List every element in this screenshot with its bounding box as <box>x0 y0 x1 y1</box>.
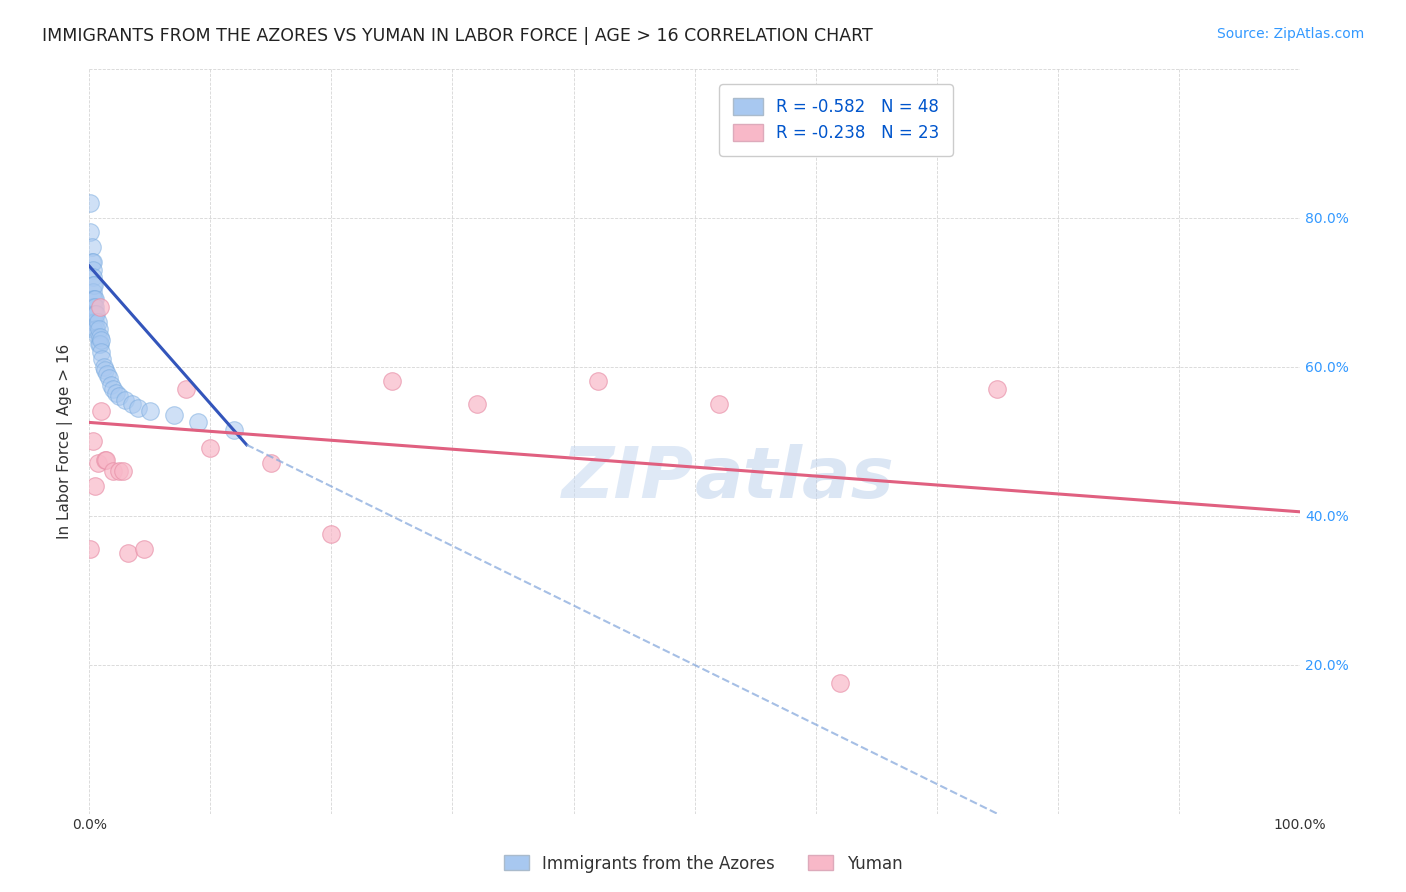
Point <box>90 334 112 348</box>
Point <box>93 359 115 374</box>
Point <box>79 195 101 210</box>
Point <box>707 397 730 411</box>
Point <box>87 322 110 336</box>
Point <box>163 408 186 422</box>
Point <box>103 464 125 478</box>
Point <box>82 255 104 269</box>
Point <box>82 315 104 329</box>
Point <box>187 416 209 430</box>
Point <box>90 404 112 418</box>
Point <box>138 404 160 418</box>
Point <box>260 456 283 470</box>
Point <box>465 397 488 411</box>
Point <box>80 255 103 269</box>
Point <box>83 277 105 292</box>
Point <box>321 527 343 541</box>
Point <box>224 423 246 437</box>
Legend: Immigrants from the Azores, Yuman: Immigrants from the Azores, Yuman <box>498 848 908 880</box>
Point <box>86 456 108 470</box>
Legend: R = -0.582   N = 48, R = -0.238   N = 23: R = -0.582 N = 48, R = -0.238 N = 23 <box>720 85 953 155</box>
Point <box>86 322 108 336</box>
Point <box>112 464 135 478</box>
Point <box>86 307 108 321</box>
Point <box>84 300 107 314</box>
Point <box>103 382 125 396</box>
Point <box>108 389 131 403</box>
Point <box>108 464 131 478</box>
Point <box>84 293 107 307</box>
Point <box>132 542 155 557</box>
Point <box>84 307 107 321</box>
Point <box>174 382 197 396</box>
Point <box>82 262 104 277</box>
Point <box>86 329 108 343</box>
Point <box>94 452 117 467</box>
Point <box>97 370 120 384</box>
Point <box>82 277 104 292</box>
Point <box>89 329 111 343</box>
Point <box>82 322 104 336</box>
Point <box>100 378 122 392</box>
Point <box>80 240 103 254</box>
Point <box>121 397 143 411</box>
Text: ZIP: ZIP <box>562 444 695 513</box>
Point <box>86 315 108 329</box>
Point <box>83 300 105 314</box>
Point <box>117 546 139 560</box>
Point <box>104 385 127 400</box>
Point <box>114 392 136 407</box>
Point <box>82 434 104 448</box>
Point <box>828 676 851 690</box>
Point <box>84 479 107 493</box>
Point <box>200 442 222 456</box>
Point <box>91 352 114 367</box>
Point <box>89 337 111 351</box>
Point <box>83 307 105 321</box>
Point <box>381 375 404 389</box>
Point <box>82 307 104 321</box>
Point <box>82 270 104 285</box>
Point <box>83 293 105 307</box>
Text: Source: ZipAtlas.com: Source: ZipAtlas.com <box>1216 27 1364 41</box>
Point <box>84 315 107 329</box>
Point <box>79 226 101 240</box>
Text: IMMIGRANTS FROM THE AZORES VS YUMAN IN LABOR FORCE | AGE > 16 CORRELATION CHART: IMMIGRANTS FROM THE AZORES VS YUMAN IN L… <box>42 27 873 45</box>
Y-axis label: In Labor Force | Age > 16: In Labor Force | Age > 16 <box>58 343 73 539</box>
Text: atlas: atlas <box>695 444 894 513</box>
Point <box>79 542 101 557</box>
Point <box>986 382 1008 396</box>
Point <box>89 300 111 314</box>
Point <box>90 344 112 359</box>
Point <box>94 363 117 377</box>
Point <box>586 375 609 389</box>
Point <box>87 337 110 351</box>
Point <box>82 293 104 307</box>
Point <box>96 367 118 381</box>
Point <box>82 300 104 314</box>
Point <box>94 452 117 467</box>
Point <box>127 401 149 415</box>
Point <box>82 285 104 299</box>
